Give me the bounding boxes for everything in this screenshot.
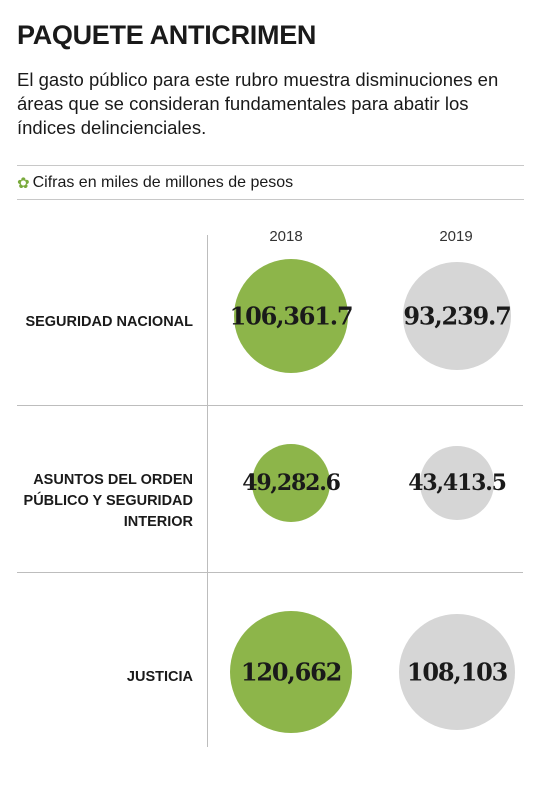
row-label-justicia: JUSTICIA bbox=[126, 669, 193, 685]
units-note-text: Cifras en miles de millones de pesos bbox=[32, 174, 294, 191]
column-separator bbox=[207, 235, 208, 747]
bubble-2018-row-2 bbox=[230, 611, 352, 733]
bubble-value-2018-row-2: 120,662 bbox=[240, 657, 342, 687]
divider-bottom bbox=[17, 199, 524, 200]
row-separator bbox=[17, 405, 523, 406]
asterisk-icon: ✿ bbox=[17, 174, 30, 192]
bubble-value-2018-row-1: 49,282.6 bbox=[242, 470, 341, 496]
divider-top bbox=[17, 165, 524, 166]
bubble-value-2019-row-1: 43,413.5 bbox=[408, 470, 507, 496]
bubble-2019-row-0 bbox=[403, 262, 511, 370]
row-separator bbox=[17, 572, 523, 573]
page-title: PAQUETE ANTICRIMEN bbox=[17, 20, 317, 50]
bubble-value-2019-row-0: 93,239.7 bbox=[403, 301, 512, 331]
bubble-2019-row-1 bbox=[420, 446, 494, 520]
column-label-2019: 2019 bbox=[439, 228, 473, 245]
bubble-value-2019-row-2: 108,103 bbox=[406, 657, 508, 687]
bubble-2018-row-1 bbox=[252, 444, 330, 522]
bubble-2019-row-2 bbox=[399, 614, 515, 730]
bubble-2018-row-0 bbox=[233, 258, 349, 374]
row-label-seguridad-nacional: SEGURIDAD NACIONAL bbox=[25, 314, 193, 330]
row-label-orden-publico: ASUNTOS DEL ORDEN PÚBLICO Y SEGURIDAD IN… bbox=[23, 472, 193, 530]
units-note: ✿ Cifras en miles de millones de pesos bbox=[17, 172, 293, 194]
page-subtitle: El gasto público para este rubro muestra… bbox=[17, 69, 499, 138]
bubble-value-2018-row-0: 106,361.7 bbox=[229, 301, 354, 331]
column-label-2018: 2018 bbox=[269, 228, 303, 245]
